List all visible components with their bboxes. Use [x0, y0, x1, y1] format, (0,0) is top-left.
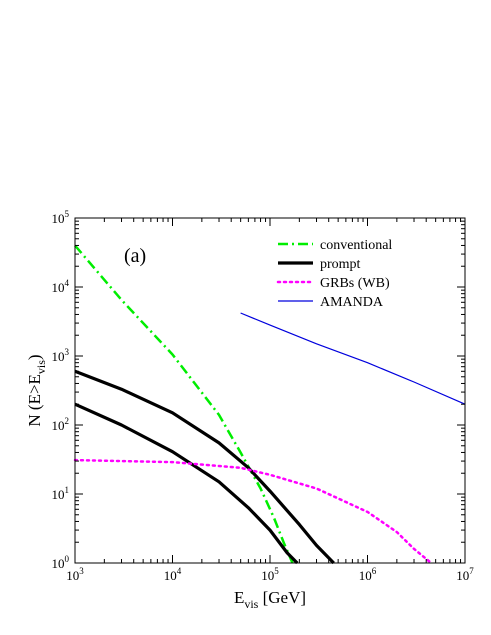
ticks-layer: [74, 217, 466, 564]
y-tick-label: 102: [52, 416, 70, 433]
legend-label: AMANDA: [320, 295, 384, 310]
legend-label: GRBs (WB): [320, 276, 390, 291]
y-tick-label: 103: [52, 347, 70, 364]
panel-annotation: (a): [124, 245, 146, 267]
y-tick-label: 101: [52, 485, 70, 502]
series-line-grbs-wb: [73, 458, 433, 565]
plot-frame: [74, 217, 466, 564]
series-line-prompt-lower: [74, 402, 299, 565]
y-tick-label: 105: [52, 209, 70, 226]
series-line-amanda: [240, 312, 466, 405]
x-tick-label: 103: [66, 566, 84, 583]
legend-label: prompt: [320, 257, 361, 272]
legend: conventional prompt GRBs (WB) AMANDA: [276, 238, 392, 310]
series-line-conventional: [74, 244, 294, 564]
x-tick-label: 105: [261, 566, 279, 583]
legend-label: conventional: [320, 238, 392, 253]
y-tick-label: 100: [52, 554, 70, 571]
series-line-prompt: [74, 369, 335, 565]
series-layer: [73, 244, 466, 565]
y-tick-label: 104: [52, 278, 70, 295]
y-axis-label: N (E>Evis): [25, 354, 48, 426]
x-axis-label: Evis [GeV]: [234, 588, 306, 611]
x-tick-label: 104: [164, 566, 182, 583]
labels-layer: 103 104 105 106 107 100 101 102 103 104 105 Evis [G…: [25, 209, 474, 611]
x-tick-label: 107: [456, 566, 474, 583]
x-tick-label: 106: [359, 566, 377, 583]
